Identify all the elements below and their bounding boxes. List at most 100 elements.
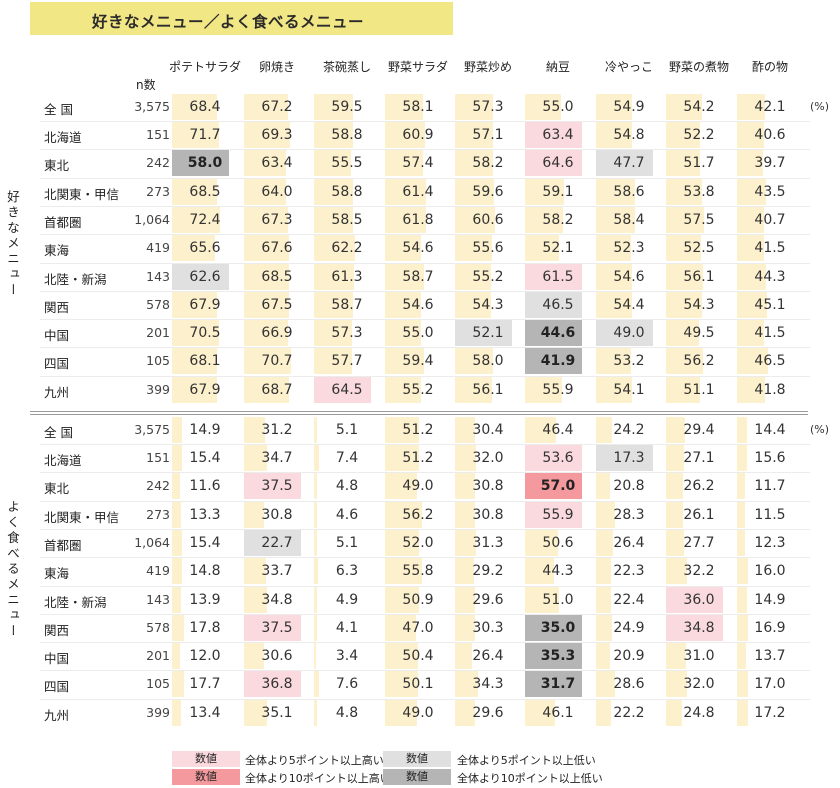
value-bar bbox=[455, 263, 492, 290]
value-cell: 37.5 bbox=[244, 614, 310, 641]
value-bar bbox=[314, 320, 352, 347]
value-cell: 59.4 bbox=[385, 348, 451, 375]
value-bar bbox=[244, 376, 290, 403]
n-value: 419 bbox=[146, 240, 170, 256]
value-label: 4.8 bbox=[335, 478, 359, 495]
value-label: 20.8 bbox=[613, 478, 645, 495]
region-label: 四国 bbox=[44, 356, 70, 372]
value-cell: 49.5 bbox=[666, 320, 732, 347]
value-bar bbox=[525, 235, 560, 262]
value-label: 29.2 bbox=[472, 563, 504, 580]
section-separator bbox=[30, 414, 808, 415]
value-cell: 29.6 bbox=[455, 699, 521, 726]
value-bar bbox=[172, 586, 182, 613]
row-divider bbox=[40, 347, 810, 349]
value-label: 15.6 bbox=[754, 450, 786, 466]
value-cell: 28.6 bbox=[596, 671, 662, 698]
value-cell: 55.0 bbox=[385, 320, 451, 347]
value-cell: 70.5 bbox=[172, 320, 238, 347]
value-bar bbox=[737, 206, 764, 233]
value-bar bbox=[596, 376, 632, 403]
value-label: 17.3 bbox=[613, 450, 645, 466]
value-bar bbox=[666, 94, 702, 120]
highlight-hi10 bbox=[525, 473, 582, 500]
value-bar bbox=[737, 445, 748, 471]
value-label: 55.2 bbox=[402, 381, 434, 398]
value-bar bbox=[455, 206, 495, 233]
value-label: 53.8 bbox=[683, 183, 715, 200]
value-bar bbox=[596, 235, 631, 262]
value-label: 61.5 bbox=[542, 268, 574, 285]
value-cell: 22.7 bbox=[244, 529, 310, 556]
value-label: 68.1 bbox=[189, 353, 221, 370]
value-label: 31.7 bbox=[540, 676, 576, 693]
value-bar bbox=[666, 417, 686, 443]
value-cell: 51.1 bbox=[666, 376, 732, 403]
n-value: 201 bbox=[146, 648, 170, 664]
value-bar bbox=[385, 445, 419, 471]
row-divider bbox=[40, 205, 810, 207]
value-cell: 7.4 bbox=[314, 445, 380, 471]
value-label: 53.2 bbox=[613, 353, 645, 370]
column-header: 冷やっこ bbox=[604, 60, 653, 74]
value-cell: 53.2 bbox=[596, 348, 662, 375]
value-cell: 14.8 bbox=[172, 558, 238, 585]
value-label: 14.9 bbox=[189, 422, 221, 438]
value-label: 55.9 bbox=[542, 506, 574, 523]
value-bar bbox=[314, 417, 318, 443]
value-label: 51.2 bbox=[402, 450, 434, 466]
value-label: 26.1 bbox=[683, 506, 715, 523]
value-cell: 40.6 bbox=[737, 122, 803, 148]
value-cell: 58.7 bbox=[385, 263, 451, 290]
value-label: 69.3 bbox=[261, 127, 293, 143]
value-bar bbox=[455, 178, 495, 205]
value-cell: 53.8 bbox=[666, 178, 732, 205]
value-bar bbox=[172, 376, 217, 403]
value-label: 54.4 bbox=[613, 296, 645, 313]
value-cell: 26.2 bbox=[666, 473, 732, 500]
value-cell: 68.5 bbox=[244, 263, 310, 290]
value-bar bbox=[385, 529, 420, 556]
value-bar bbox=[596, 122, 633, 148]
value-label: 49.0 bbox=[402, 478, 434, 495]
value-bar bbox=[737, 699, 749, 726]
value-cell: 58.8 bbox=[314, 178, 380, 205]
value-bar bbox=[455, 473, 476, 500]
value-cell: 52.5 bbox=[666, 235, 732, 262]
value-cell: 22.3 bbox=[596, 558, 662, 585]
region-label: 中国 bbox=[44, 328, 70, 344]
legend-text-lo5: 全体より5ポイント以上低い bbox=[457, 754, 596, 767]
value-label: 63.4 bbox=[542, 127, 574, 143]
value-cell: 60.9 bbox=[385, 122, 451, 148]
value-label: 61.8 bbox=[402, 211, 434, 228]
value-cell: 34.8 bbox=[666, 614, 732, 641]
highlight-hi5 bbox=[244, 473, 301, 500]
n-value: 242 bbox=[146, 155, 170, 171]
value-label: 56.1 bbox=[683, 268, 715, 285]
value-label: 61.3 bbox=[331, 268, 363, 285]
value-cell: 44.3 bbox=[525, 558, 591, 585]
highlight-hi5 bbox=[244, 614, 301, 641]
value-bar bbox=[244, 150, 286, 177]
value-cell: 54.2 bbox=[666, 94, 732, 120]
value-cell: 29.4 bbox=[666, 417, 732, 443]
value-cell: 30.8 bbox=[244, 501, 310, 528]
value-label: 11.7 bbox=[754, 478, 786, 495]
value-cell: 66.9 bbox=[244, 320, 310, 347]
value-bar bbox=[455, 445, 477, 471]
value-label: 35.1 bbox=[261, 704, 293, 721]
value-cell: 31.7 bbox=[525, 671, 591, 698]
value-cell: 30.8 bbox=[455, 501, 521, 528]
value-cell: 68.4 bbox=[172, 94, 238, 120]
row-divider bbox=[40, 698, 810, 700]
value-label: 57.3 bbox=[472, 99, 504, 115]
value-label: 22.2 bbox=[613, 704, 645, 721]
value-cell: 54.8 bbox=[596, 122, 662, 148]
value-cell: 7.6 bbox=[314, 671, 380, 698]
value-bar bbox=[172, 529, 183, 556]
value-bar bbox=[455, 558, 475, 585]
value-label: 40.6 bbox=[754, 127, 786, 143]
value-label: 68.5 bbox=[261, 268, 293, 285]
value-label: 17.0 bbox=[754, 676, 786, 693]
